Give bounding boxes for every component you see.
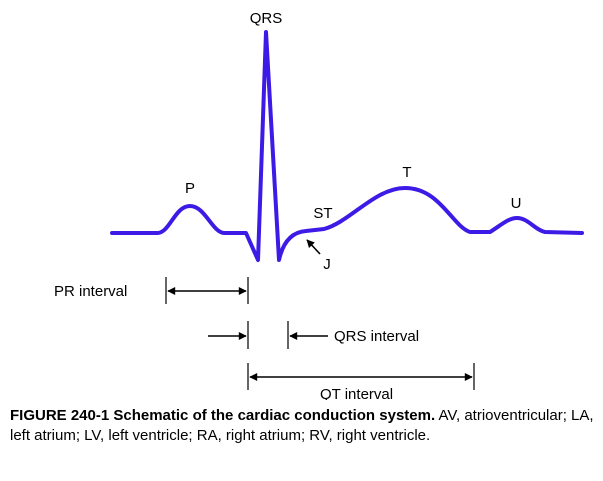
pr-interval-label: PR interval (54, 283, 127, 300)
ecg-diagram: QRS P ST T U J PR interval QRS interval … (54, 10, 584, 400)
j-point-label: J (323, 256, 331, 273)
caption-text: AV, atrioventricular; LA, left atrium; L… (10, 407, 594, 444)
u-wave-label: U (511, 195, 522, 212)
j-point-arrow (306, 239, 321, 255)
p-wave-label: P (185, 180, 195, 197)
qrs-label: QRS (250, 10, 283, 27)
ecg-waveform (110, 30, 584, 262)
st-segment-label: ST (313, 205, 332, 222)
qrs-interval-label: QRS interval (334, 328, 419, 345)
t-wave-label: T (402, 164, 411, 181)
caption-title: FIGURE 240-1 Schematic of the cardiac co… (10, 407, 436, 424)
qt-interval-label: QT interval (320, 386, 393, 400)
figure-caption: FIGURE 240-1 Schematic of the cardiac co… (10, 406, 595, 446)
